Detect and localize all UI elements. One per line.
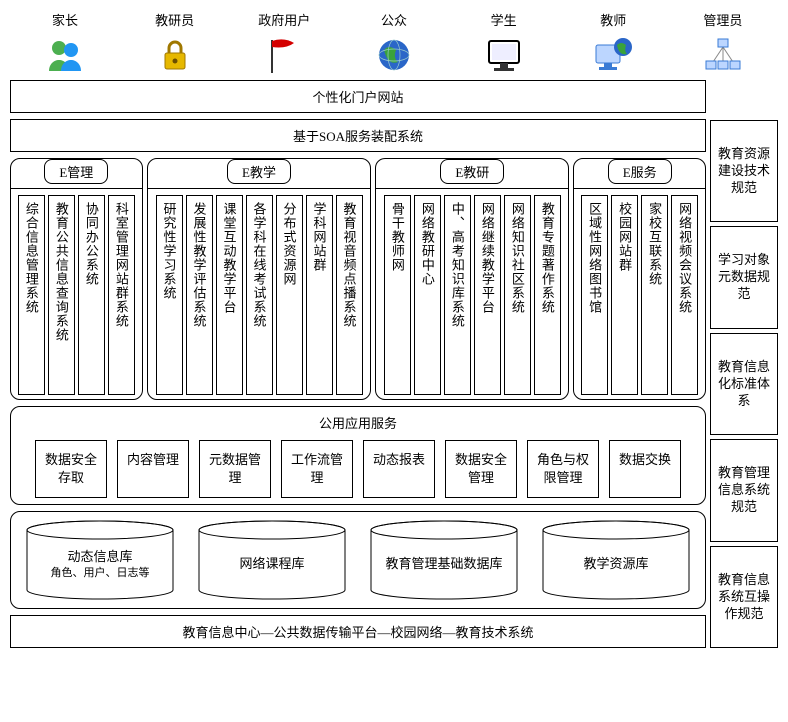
service-item: 数据交换	[609, 440, 681, 498]
database-row: 动态信息库 角色、用户、日志等 网络课程库 教育管理基础数据库 教学资源库	[10, 511, 706, 609]
module-col: 协同办公系统	[78, 195, 105, 395]
module-col: 科室管理网站群系统	[108, 195, 135, 395]
module-col: 网络视频会议系统	[671, 195, 698, 395]
portal-banner: 个性化门户网站	[10, 80, 706, 113]
user-label: 教师	[600, 10, 626, 29]
service-item: 动态报表	[363, 440, 435, 498]
user-role: 政府用户	[239, 10, 329, 75]
database-cylinder: 教学资源库	[541, 520, 691, 600]
db-title: 动态信息库	[51, 549, 150, 566]
module-col: 教育视音频点播系统	[336, 195, 363, 395]
service-item: 工作流管理	[281, 440, 353, 498]
module-col: 各学科在线考试系统	[246, 195, 273, 395]
module-e-teach: E教学 研究性学习系统 发展性教学评估系统 课堂互动教学平台 各学科在线考试系统…	[147, 158, 372, 400]
service-item: 数据安全管理	[445, 440, 517, 498]
footer-banner: 教育信息中心—公共数据传输平台—校园网络—教育技术系统	[10, 615, 706, 648]
module-title: E教研	[440, 159, 504, 184]
computer-globe-icon	[593, 35, 633, 75]
module-col: 中、高考知识库系统	[444, 195, 471, 395]
service-item: 元数据管理	[199, 440, 271, 498]
module-e-service: E服务 区域性网络图书馆 校园网站群 家校互联系统 网络视频会议系统	[573, 158, 706, 400]
module-col: 课堂互动教学平台	[216, 195, 243, 395]
user-role: 公众	[349, 10, 439, 75]
module-col: 网络教研中心	[414, 195, 441, 395]
module-col: 校园网站群	[611, 195, 638, 395]
people-icon	[45, 35, 85, 75]
user-role: 家长	[20, 10, 110, 75]
user-label: 公众	[381, 10, 407, 29]
monitor-icon	[484, 35, 524, 75]
sidebar-item: 教育信息系统互操作规范	[710, 546, 778, 648]
module-col: 网络继续教学平台	[474, 195, 501, 395]
module-e-research: E教研 骨干教师网 网络教研中心 中、高考知识库系统 网络继续教学平台 网络知识…	[375, 158, 569, 400]
module-col: 骨干教师网	[384, 195, 411, 395]
standards-sidebar: 教育资源建设技术规范 学习对象元数据规范 教育信息化标准体系 教育管理信息系统规…	[710, 80, 778, 648]
globe-icon	[374, 35, 414, 75]
sidebar-item: 教育信息化标准体系	[710, 333, 778, 435]
module-e-manage: E管理 综合信息管理系统 教育公共信息查询系统 协同办公系统 科室管理网站群系统	[10, 158, 143, 400]
service-item: 角色与权限管理	[527, 440, 599, 498]
user-label: 政府用户	[258, 10, 310, 29]
service-item: 内容管理	[117, 440, 189, 498]
database-cylinder: 网络课程库	[197, 520, 347, 600]
database-cylinder: 教育管理基础数据库	[369, 520, 519, 600]
database-cylinder: 动态信息库 角色、用户、日志等	[25, 520, 175, 600]
flag-icon	[264, 35, 304, 75]
db-title: 网络课程库	[239, 556, 304, 573]
modules-row: E管理 综合信息管理系统 教育公共信息查询系统 协同办公系统 科室管理网站群系统…	[10, 158, 706, 400]
user-label: 管理员	[703, 10, 742, 29]
public-services: 公用应用服务 数据安全存取 内容管理 元数据管理 工作流管理 动态报表 数据安全…	[10, 406, 706, 505]
module-col: 学科网站群	[306, 195, 333, 395]
db-title: 教学资源库	[583, 556, 648, 573]
module-col: 教育专题著作系统	[534, 195, 561, 395]
module-title: E教学	[227, 159, 291, 184]
db-sub: 角色、用户、日志等	[51, 566, 150, 580]
module-col: 网络知识社区系统	[504, 195, 531, 395]
module-col: 发展性教学评估系统	[186, 195, 213, 395]
sidebar-item: 教育资源建设技术规范	[710, 120, 778, 222]
user-role: 管理员	[678, 10, 768, 75]
service-item: 数据安全存取	[35, 440, 107, 498]
lock-icon	[155, 35, 195, 75]
module-col: 综合信息管理系统	[18, 195, 45, 395]
public-services-title: 公用应用服务	[17, 413, 699, 432]
module-col: 分布式资源网	[276, 195, 303, 395]
user-role: 教师	[568, 10, 658, 75]
network-icon	[703, 35, 743, 75]
module-col: 区域性网络图书馆	[581, 195, 608, 395]
user-label: 家长	[52, 10, 78, 29]
soa-banner: 基于SOA服务装配系统	[10, 119, 706, 152]
user-label: 教研员	[155, 10, 194, 29]
user-role: 学生	[459, 10, 549, 75]
module-title: E服务	[608, 159, 672, 184]
user-label: 学生	[491, 10, 517, 29]
user-role: 教研员	[130, 10, 220, 75]
module-col: 教育公共信息查询系统	[48, 195, 75, 395]
sidebar-item: 教育管理信息系统规范	[710, 439, 778, 541]
module-title: E管理	[44, 159, 108, 184]
module-col: 研究性学习系统	[156, 195, 183, 395]
module-col: 家校互联系统	[641, 195, 668, 395]
sidebar-item: 学习对象元数据规范	[710, 226, 778, 328]
db-title: 教育管理基础数据库	[385, 556, 502, 573]
user-roles-row: 家长 教研员 政府用户 公众 学生 教师 管理员	[10, 10, 778, 80]
